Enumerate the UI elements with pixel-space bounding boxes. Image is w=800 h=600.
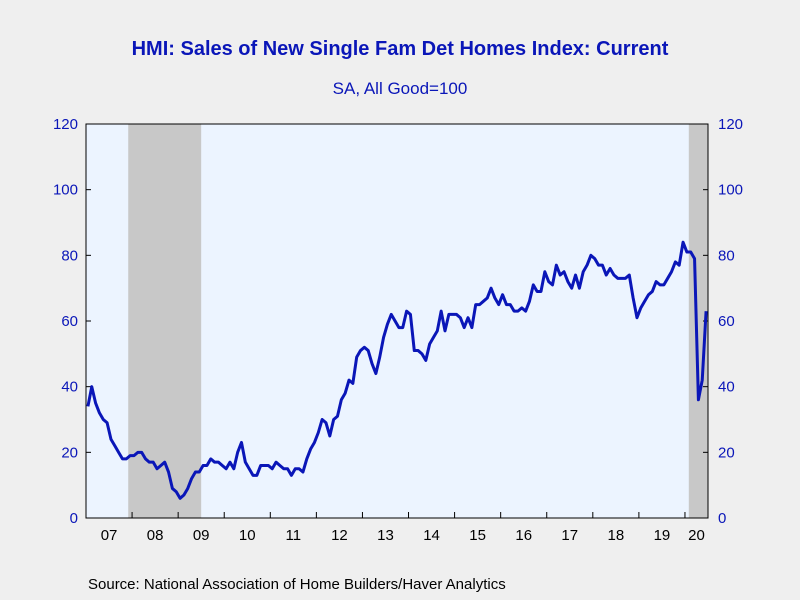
x-tick-label: 19: [654, 527, 671, 544]
x-tick-label: 13: [377, 527, 394, 544]
y-tick-label-right: 80: [718, 247, 735, 264]
x-tick-label: 20: [688, 527, 705, 544]
x-tick-label: 12: [331, 527, 348, 544]
y-tick-label-right: 0: [718, 510, 726, 527]
x-tick-label: 16: [515, 527, 532, 544]
plot-frame: [85, 123, 709, 519]
x-tick-label: 14: [423, 527, 440, 544]
x-tick-label: 07: [101, 527, 118, 544]
y-tick-label-left: 40: [61, 379, 78, 396]
source-note: Source: National Association of Home Bui…: [88, 576, 506, 593]
y-tick-label-left: 120: [53, 116, 78, 133]
x-tick-label: 11: [286, 527, 302, 544]
y-tick-label-right: 60: [718, 313, 735, 330]
x-tick-label: 17: [561, 527, 578, 544]
x-tick-label: 10: [239, 527, 256, 544]
recession-shade-2: [688, 124, 708, 518]
recession-shade-1: [128, 124, 202, 518]
x-tick-label: 15: [469, 527, 486, 544]
y-tick-label-left: 60: [61, 313, 78, 330]
y-tick-label-left: 100: [53, 182, 78, 199]
y-tick-label-right: 100: [718, 182, 743, 199]
y-tick-label-left: 80: [61, 247, 78, 264]
y-tick-label-right: 120: [718, 116, 743, 133]
series-line-hmi-sales: [86, 240, 708, 500]
x-tick-label: 18: [608, 527, 625, 544]
y-tick-label-right: 20: [718, 444, 735, 461]
y-tick-label-right: 40: [718, 379, 735, 396]
chart-title: HMI: Sales of New Single Fam Det Homes I…: [131, 38, 669, 60]
y-tick-label-left: 20: [61, 444, 78, 461]
x-tick-label: 08: [147, 527, 164, 544]
y-tick-label-left: 0: [70, 510, 78, 527]
chart-subtitle: SA, All Good=100: [332, 79, 468, 98]
x-tick-label: 09: [193, 527, 210, 544]
